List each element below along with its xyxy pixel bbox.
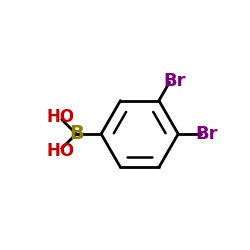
Text: Br: Br (196, 125, 218, 143)
Text: Br: Br (164, 72, 186, 90)
Text: HO: HO (47, 108, 75, 126)
Text: B: B (69, 124, 84, 144)
Text: HO: HO (47, 142, 75, 160)
